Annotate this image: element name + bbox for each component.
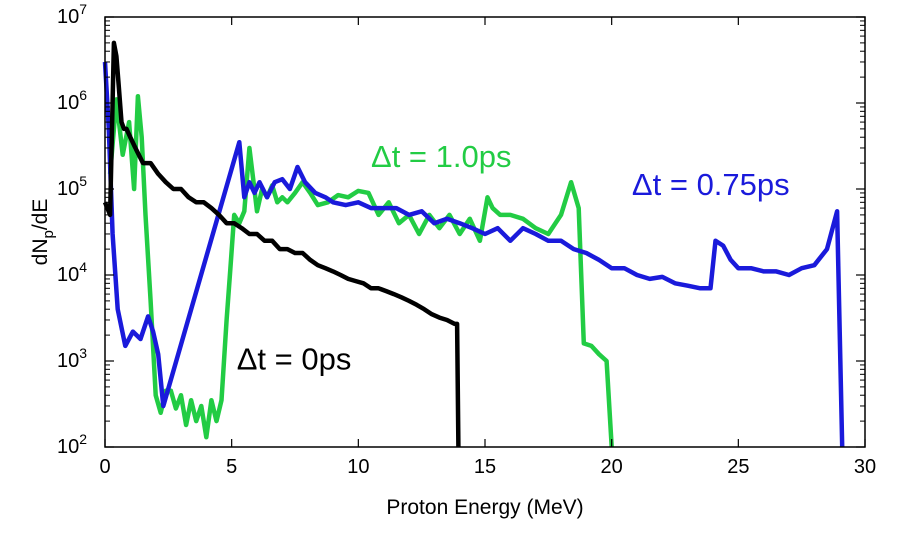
series-annotation-3: Δt = 0.75ps	[632, 167, 790, 202]
x-tick-label: 0	[99, 456, 110, 478]
x-tick-label: 15	[474, 456, 496, 478]
x-tick-label: 25	[727, 456, 749, 478]
y-axis-title-subscript: p	[40, 230, 57, 238]
series-annotation-2: Δt = 1.0ps	[371, 139, 511, 174]
x-axis-title: Proton Energy (MeV)	[386, 496, 583, 519]
y-tick-label: 103	[57, 345, 87, 372]
y-tick-label: 104	[57, 259, 87, 286]
series-layer	[102, 40, 845, 448]
series-line-2	[102, 61, 845, 448]
y-axis: 102 103 104 105 106 107	[57, 1, 865, 458]
y-tick-label: 107	[57, 1, 87, 28]
y-axis-title: dNp/dE	[29, 199, 57, 266]
series-annotations: Δt = 0ps Δt = 1.0ps Δt = 0.75ps	[237, 139, 790, 376]
y-tick-label: 102	[57, 431, 87, 458]
x-tick-label: 30	[854, 456, 876, 478]
x-tick-label: 20	[601, 456, 623, 478]
x-tick-label: 5	[226, 456, 237, 478]
y-axis-title-tail: /dE	[29, 199, 52, 231]
y-tick-label: 105	[57, 173, 87, 200]
y-tick-label: 106	[57, 87, 87, 114]
series-line-1	[107, 93, 614, 448]
series-annotation-1: Δt = 0ps	[237, 341, 352, 376]
x-axis: 0 5 10 15 20 25 30	[99, 17, 876, 478]
x-tick-label: 10	[347, 456, 369, 478]
series-line-3	[102, 40, 461, 448]
y-axis-title-main: dN	[29, 239, 52, 266]
